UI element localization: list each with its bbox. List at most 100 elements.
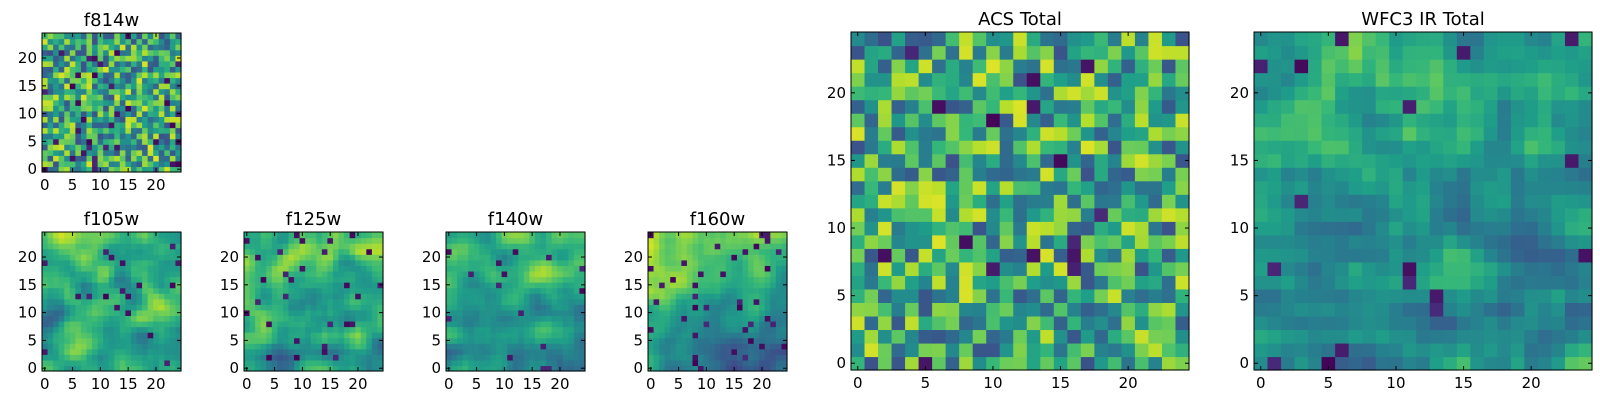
heatmap-cell [80,343,88,350]
heatmap-cell [891,342,906,358]
heatmap-cell [573,276,581,283]
heatmap-cell [338,309,345,316]
heatmap-cell [518,348,525,355]
heatmap-cell [945,72,960,87]
heatmap-cell [670,259,677,266]
heatmap-cell [959,140,974,155]
heatmap-cell [338,254,345,261]
heatmap-cell [1267,59,1282,74]
heatmap-cell [557,243,564,250]
heatmap-cell [736,293,744,300]
heatmap-cell [86,116,93,123]
heatmap-cell [175,94,182,101]
heatmap-cell [686,365,694,372]
heatmap-cell [1578,221,1593,236]
heatmap-cell [1483,356,1498,371]
heatmap-cell [58,38,65,45]
heatmap-cell [108,55,115,62]
heatmap-cell [1497,288,1512,303]
heatmap-cell [1267,153,1282,168]
heatmap-cell [1053,315,1068,331]
heatmap-cell [534,298,542,305]
heatmap-cell [692,359,699,367]
heatmap-cell [451,270,458,278]
heatmap-cell [260,282,267,289]
heatmap-cell [114,166,121,173]
heatmap-cell [169,105,177,112]
heatmap-cell [169,287,177,294]
heatmap-cell [299,309,306,316]
heatmap-cell [479,320,486,328]
heatmap-cell [288,359,295,367]
heatmap-cell [169,326,177,333]
heatmap-cell [136,105,143,112]
heatmap-cell [546,293,553,300]
heatmap-cell [579,326,586,333]
heatmap-cell [53,332,60,339]
heatmap-cell [58,138,65,145]
heatmap-cell [255,287,262,294]
heatmap-cell [142,49,149,56]
heatmap-cell [1294,32,1309,47]
heatmap-cell [119,116,126,123]
heatmap-cell [1537,153,1553,168]
heatmap-cell [496,248,503,255]
heatmap-cell [86,237,93,244]
heatmap-cell [1389,194,1404,209]
heatmap-cell [255,270,262,278]
heatmap-cell [507,232,514,239]
heatmap-cell [1537,140,1553,155]
heatmap-cell [97,105,104,112]
heatmap-cell [540,232,547,239]
heatmap-cell [69,105,76,112]
heatmap-cell [1026,140,1041,155]
heatmap-cell [878,248,893,263]
heatmap-cell [277,248,284,255]
heatmap-cell [47,144,54,151]
heatmap-cell [64,144,71,151]
heatmap-cell [119,287,126,294]
heatmap-cell [47,71,54,79]
heatmap-cell [468,237,475,244]
heatmap-cell [69,337,76,344]
heatmap-cell [338,343,345,350]
heatmap-cell [664,265,671,272]
heatmap-cell [114,138,121,145]
heatmap-cell [501,276,508,283]
heatmap-cell [355,354,362,361]
heatmap-cell [266,265,273,272]
heatmap-cell [496,365,503,372]
heatmap-cell [58,33,65,40]
heatmap-cell [653,270,660,278]
heatmap-cell [670,298,677,305]
heatmap-cell [1107,221,1122,236]
heatmap-cell [551,315,558,322]
heatmap-cell [119,38,126,45]
heatmap-cell [142,243,149,250]
heatmap-cell [130,365,138,372]
heatmap-cell [1040,194,1055,209]
heatmap-cell [164,348,171,355]
heatmap-cell [1267,180,1282,195]
heatmap-cell [468,232,475,239]
heatmap-cell [725,232,732,239]
heatmap-cell [136,237,143,244]
heatmap-cell [164,94,171,101]
heatmap-cell [742,259,749,266]
heatmap-cell [316,309,323,316]
heatmap-cell [686,320,694,328]
heatmap-cell [932,126,947,141]
heatmap-cell [518,337,525,344]
heatmap-cell [986,207,1001,222]
heatmap-cell [529,248,536,255]
heatmap-cell [47,237,54,244]
heatmap-cell [316,337,323,344]
heatmap-cell [759,259,766,266]
heatmap-cell [692,298,699,305]
heatmap-cell [1175,234,1190,249]
heatmap-cell [344,243,351,250]
heatmap-cell [1470,207,1485,222]
heatmap-cell [260,309,267,316]
heatmap-cell [344,293,351,300]
heatmap-cell [529,254,536,261]
